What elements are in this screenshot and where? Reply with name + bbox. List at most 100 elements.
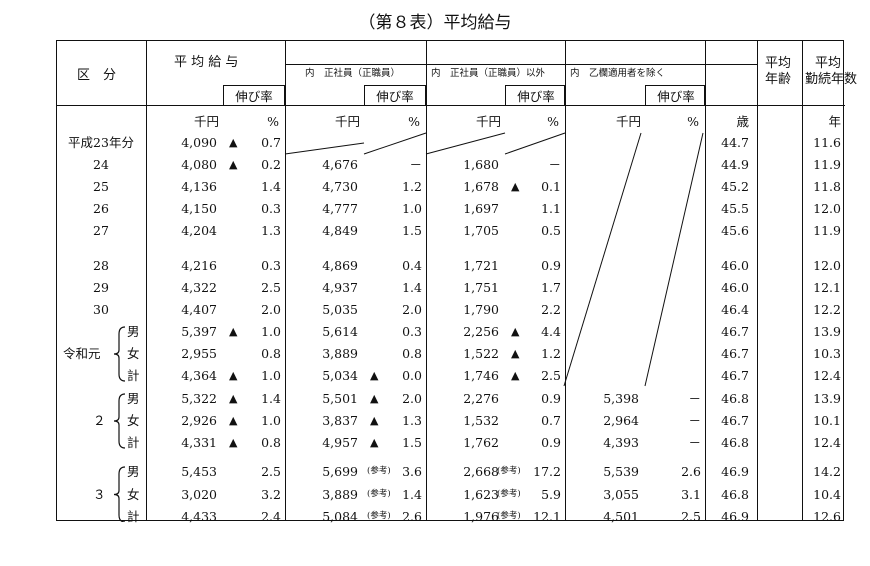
nonregular-growth: 1.2 <box>541 346 561 361</box>
row-label-sex: 男 <box>127 391 140 406</box>
row-label: 29 <box>93 280 109 295</box>
avg-age: 46.7 <box>721 346 749 361</box>
regular-growth: 1.5 <box>402 435 422 450</box>
regular-salary: 4,869 <box>322 258 358 273</box>
avg-salary: 4,322 <box>181 280 217 295</box>
nonregular-growth: 0.9 <box>541 258 561 273</box>
avg-growth: 0.3 <box>261 258 281 273</box>
negative-marker: ▲ <box>229 158 238 171</box>
reference-marker: (参考) <box>367 466 391 476</box>
regular-salary: 5,699 <box>322 464 358 479</box>
avg-years: 10.4 <box>813 487 841 502</box>
regular-salary: 4,777 <box>322 201 358 216</box>
avg-age: 46.9 <box>721 464 749 479</box>
growth-box <box>223 85 285 106</box>
diagonal-strike <box>644 132 704 387</box>
growth-box <box>505 85 565 106</box>
avg-salary: 4,204 <box>181 223 217 238</box>
negative-marker: ▲ <box>511 347 520 360</box>
avg-growth: 1.4 <box>261 391 281 406</box>
nonregular-salary: 1,522 <box>463 346 499 361</box>
excl-b-salary: 3,055 <box>603 487 639 502</box>
nonregular-growth: 5.9 <box>541 487 561 502</box>
avg-growth: 2.5 <box>261 280 281 295</box>
diagonal-lines <box>113 132 704 522</box>
avg-salary: 4,150 <box>181 201 217 216</box>
group-brace <box>113 466 126 522</box>
header-years-1: 平均 <box>815 56 842 71</box>
reference-marker: (参考) <box>367 511 391 521</box>
negative-marker: ▲ <box>370 436 379 449</box>
excl-b-salary: 4,501 <box>603 509 639 524</box>
negative-marker: ▲ <box>229 136 238 149</box>
unit-sen-yen: 千円 <box>475 114 501 129</box>
regular-salary: 5,084 <box>322 509 358 524</box>
nonregular-salary: 1,680 <box>463 157 499 172</box>
reference-marker: (参考) <box>497 511 521 521</box>
nonregular-growth: 12.1 <box>533 509 561 524</box>
avg-growth: 1.0 <box>261 368 281 383</box>
row-label: 28 <box>93 258 109 273</box>
header-rule <box>57 105 845 106</box>
unit-percent: % <box>687 114 699 129</box>
nonregular-salary: 1,623 <box>463 487 499 502</box>
regular-growth: 1.5 <box>402 223 422 238</box>
diagonal-strike <box>425 132 506 155</box>
avg-years: 11.8 <box>813 179 841 194</box>
row-label: 26 <box>93 201 109 216</box>
avg-years: 12.1 <box>813 280 841 295</box>
avg-years: 11.9 <box>813 157 841 172</box>
regular-growth: 0.4 <box>402 258 422 273</box>
excl-b-salary: 5,539 <box>603 464 639 479</box>
avg-salary: 4,433 <box>181 509 217 524</box>
avg-salary: 4,136 <box>181 179 217 194</box>
avg-growth: 0.8 <box>261 435 281 450</box>
header-age-2: 年齢 <box>765 72 792 87</box>
col-sep-years <box>802 41 803 520</box>
col-sep-non <box>565 41 566 520</box>
group-brace <box>113 326 126 382</box>
avg-age: 44.9 <box>721 157 749 172</box>
reference-marker: (参考) <box>497 489 521 499</box>
regular-growth: 1.3 <box>402 413 422 428</box>
regular-growth: 2.0 <box>402 391 422 406</box>
avg-years: 11.6 <box>813 135 841 150</box>
negative-marker: ▲ <box>229 369 238 382</box>
negative-marker: ▲ <box>511 325 520 338</box>
regular-growth: 2.0 <box>402 302 422 317</box>
avg-years: 12.0 <box>813 258 841 273</box>
avg-growth: 2.5 <box>261 464 281 479</box>
salary-table: 区 分 平 均 給 与内 正社員（正職員） 内 正社員（正職員）以外 内 乙欄適用者を… <box>56 40 857 524</box>
avg-growth: 1.0 <box>261 324 281 339</box>
row-label-sex: 女 <box>127 487 140 502</box>
nonregular-salary: 1,721 <box>463 258 499 273</box>
regular-salary: 3,837 <box>322 413 358 428</box>
regular-salary: 4,730 <box>322 179 358 194</box>
avg-age: 46.9 <box>721 509 749 524</box>
avg-age: 45.6 <box>721 223 749 238</box>
avg-years: 13.9 <box>813 324 841 339</box>
negative-marker: ▲ <box>229 414 238 427</box>
unit-sen-yen: 千円 <box>334 114 360 129</box>
row-label-sex: 男 <box>127 324 140 339</box>
avg-years: 10.1 <box>813 413 841 428</box>
nonregular-growth: 0.1 <box>541 179 561 194</box>
regular-salary: 4,957 <box>322 435 358 450</box>
nonregular-salary: 1,762 <box>463 435 499 450</box>
col-sep-reg <box>426 41 427 520</box>
regular-salary: 5,034 <box>322 368 358 383</box>
negative-marker: ▲ <box>370 414 379 427</box>
excl-b-salary: 4,393 <box>603 435 639 450</box>
avg-salary: 2,955 <box>181 346 217 361</box>
avg-age: 46.7 <box>721 413 749 428</box>
regular-growth: 0.3 <box>402 324 422 339</box>
nonregular-growth: 4.4 <box>541 324 561 339</box>
nonregular-growth: 0.9 <box>541 435 561 450</box>
col-sep-avg <box>285 41 286 520</box>
group-label-r3: ３ <box>93 487 106 502</box>
nonregular-salary: 1,678 <box>463 179 499 194</box>
avg-salary: 4,216 <box>181 258 217 273</box>
row-label-sex: 女 <box>127 346 140 361</box>
excl-b-growth: 2.6 <box>681 464 701 479</box>
avg-age: 45.2 <box>721 179 749 194</box>
